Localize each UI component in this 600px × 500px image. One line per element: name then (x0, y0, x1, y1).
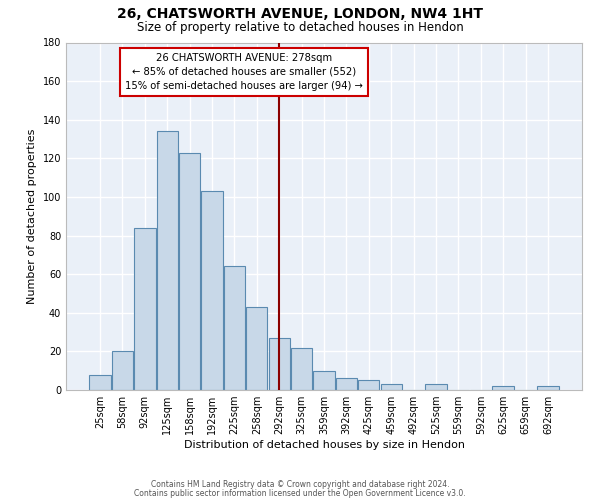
Bar (269, 338, 290, 390)
Text: Contains HM Land Registry data © Crown copyright and database right 2024.: Contains HM Land Registry data © Crown c… (151, 480, 449, 489)
Bar (224, 266, 245, 390)
Bar (493, 386, 514, 390)
Bar (380, 384, 402, 390)
Bar (246, 307, 268, 390)
Bar (425, 384, 446, 390)
Bar (202, 191, 223, 390)
Bar (179, 152, 200, 390)
Bar (313, 370, 335, 390)
X-axis label: Distribution of detached houses by size in Hendon: Distribution of detached houses by size … (184, 440, 464, 450)
Text: 26 CHATSWORTH AVENUE: 278sqm
← 85% of detached houses are smaller (552)
15% of s: 26 CHATSWORTH AVENUE: 278sqm ← 85% of de… (125, 53, 363, 91)
Text: 26, CHATSWORTH AVENUE, LONDON, NW4 1HT: 26, CHATSWORTH AVENUE, LONDON, NW4 1HT (117, 8, 483, 22)
Text: Size of property relative to detached houses in Hendon: Size of property relative to detached ho… (137, 21, 463, 34)
Bar (134, 228, 155, 390)
Bar (157, 132, 178, 390)
Bar (336, 378, 357, 390)
Bar (112, 352, 133, 390)
Y-axis label: Number of detached properties: Number of detached properties (27, 128, 37, 304)
Bar (537, 386, 559, 390)
Bar (358, 380, 379, 390)
Bar (89, 374, 111, 390)
Text: Contains public sector information licensed under the Open Government Licence v3: Contains public sector information licen… (134, 488, 466, 498)
Bar (291, 348, 312, 390)
